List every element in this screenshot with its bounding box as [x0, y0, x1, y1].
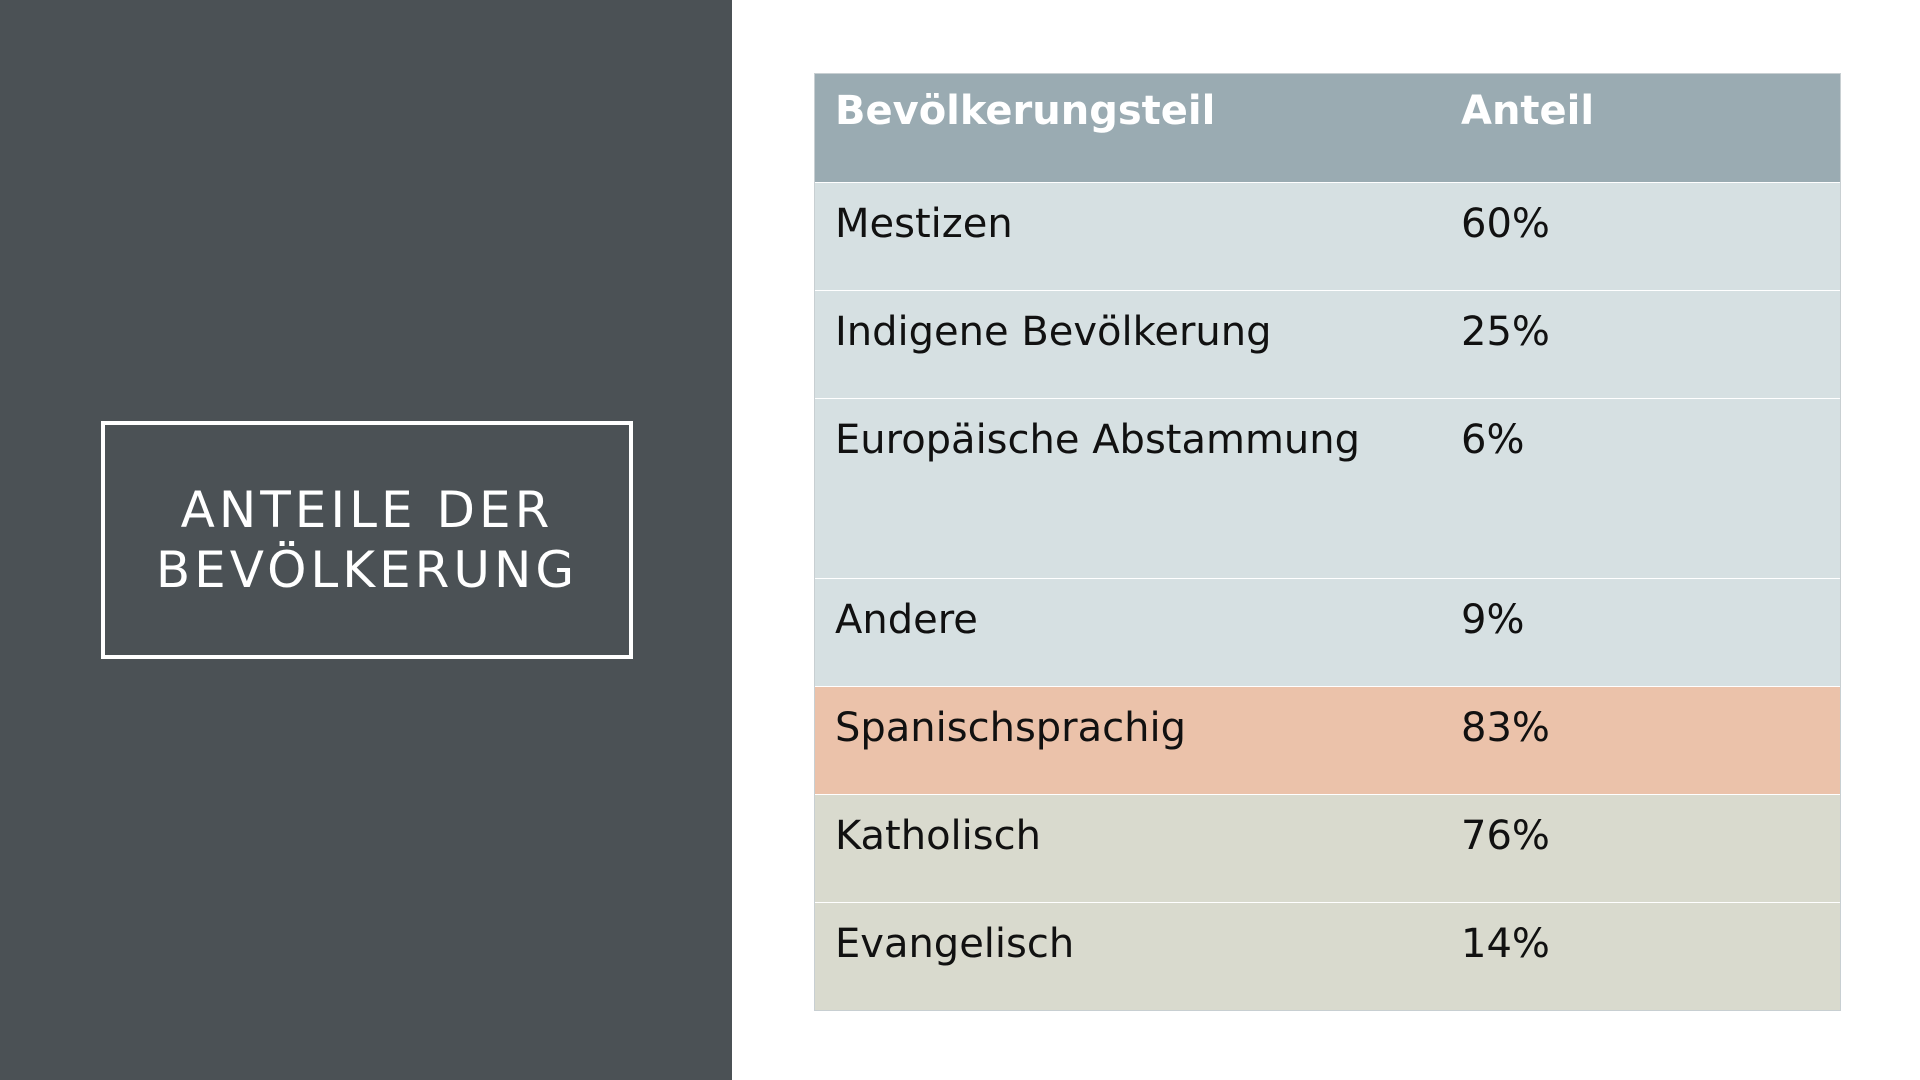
header-bevoelkerungsteil: Bevölkerungsteil: [815, 74, 1441, 183]
table-row: Katholisch 76%: [815, 793, 1840, 902]
table-row: Mestizen 60%: [815, 181, 1840, 290]
table-header: Bevölkerungsteil Anteil: [815, 74, 1840, 183]
table-row-highlight: Spanischsprachig 83%: [815, 685, 1840, 794]
table-body: Mestizen 60% Indigene Bevölkerung 25% Eu…: [815, 181, 1840, 1010]
row-label: Andere: [815, 577, 1441, 686]
table-row: Europäische Abstammung 6%: [815, 397, 1840, 578]
table-row: Indigene Bevölkerung 25%: [815, 289, 1840, 398]
slide-title-line-2: BEVÖLKERUNG: [155, 541, 579, 599]
row-value: 6%: [1441, 397, 1840, 578]
table-header-row: Bevölkerungsteil Anteil: [815, 74, 1840, 183]
row-value: 76%: [1441, 793, 1840, 902]
row-value: 9%: [1441, 577, 1840, 686]
row-label: Evangelisch: [815, 901, 1441, 1010]
row-label: Mestizen: [815, 181, 1441, 290]
row-label: Spanischsprachig: [815, 685, 1441, 794]
row-value: 14%: [1441, 901, 1840, 1010]
table-row: Andere 9%: [815, 577, 1840, 686]
population-table: Bevölkerungsteil Anteil Mestizen 60% Ind…: [814, 73, 1841, 1011]
row-label: Katholisch: [815, 793, 1441, 902]
row-value: 60%: [1441, 181, 1840, 290]
slide-title: ANTEILE DER BEVÖLKERUNG: [156, 480, 578, 600]
header-anteil: Anteil: [1441, 74, 1840, 183]
slide-title-line-1: ANTEILE DER: [180, 481, 554, 539]
row-value: 83%: [1441, 685, 1840, 794]
row-label: Indigene Bevölkerung: [815, 289, 1441, 398]
row-value: 25%: [1441, 289, 1840, 398]
table-row: Evangelisch 14%: [815, 901, 1840, 1010]
title-box: ANTEILE DER BEVÖLKERUNG: [101, 421, 633, 659]
left-panel: ANTEILE DER BEVÖLKERUNG: [0, 0, 732, 1080]
row-label: Europäische Abstammung: [815, 397, 1441, 578]
